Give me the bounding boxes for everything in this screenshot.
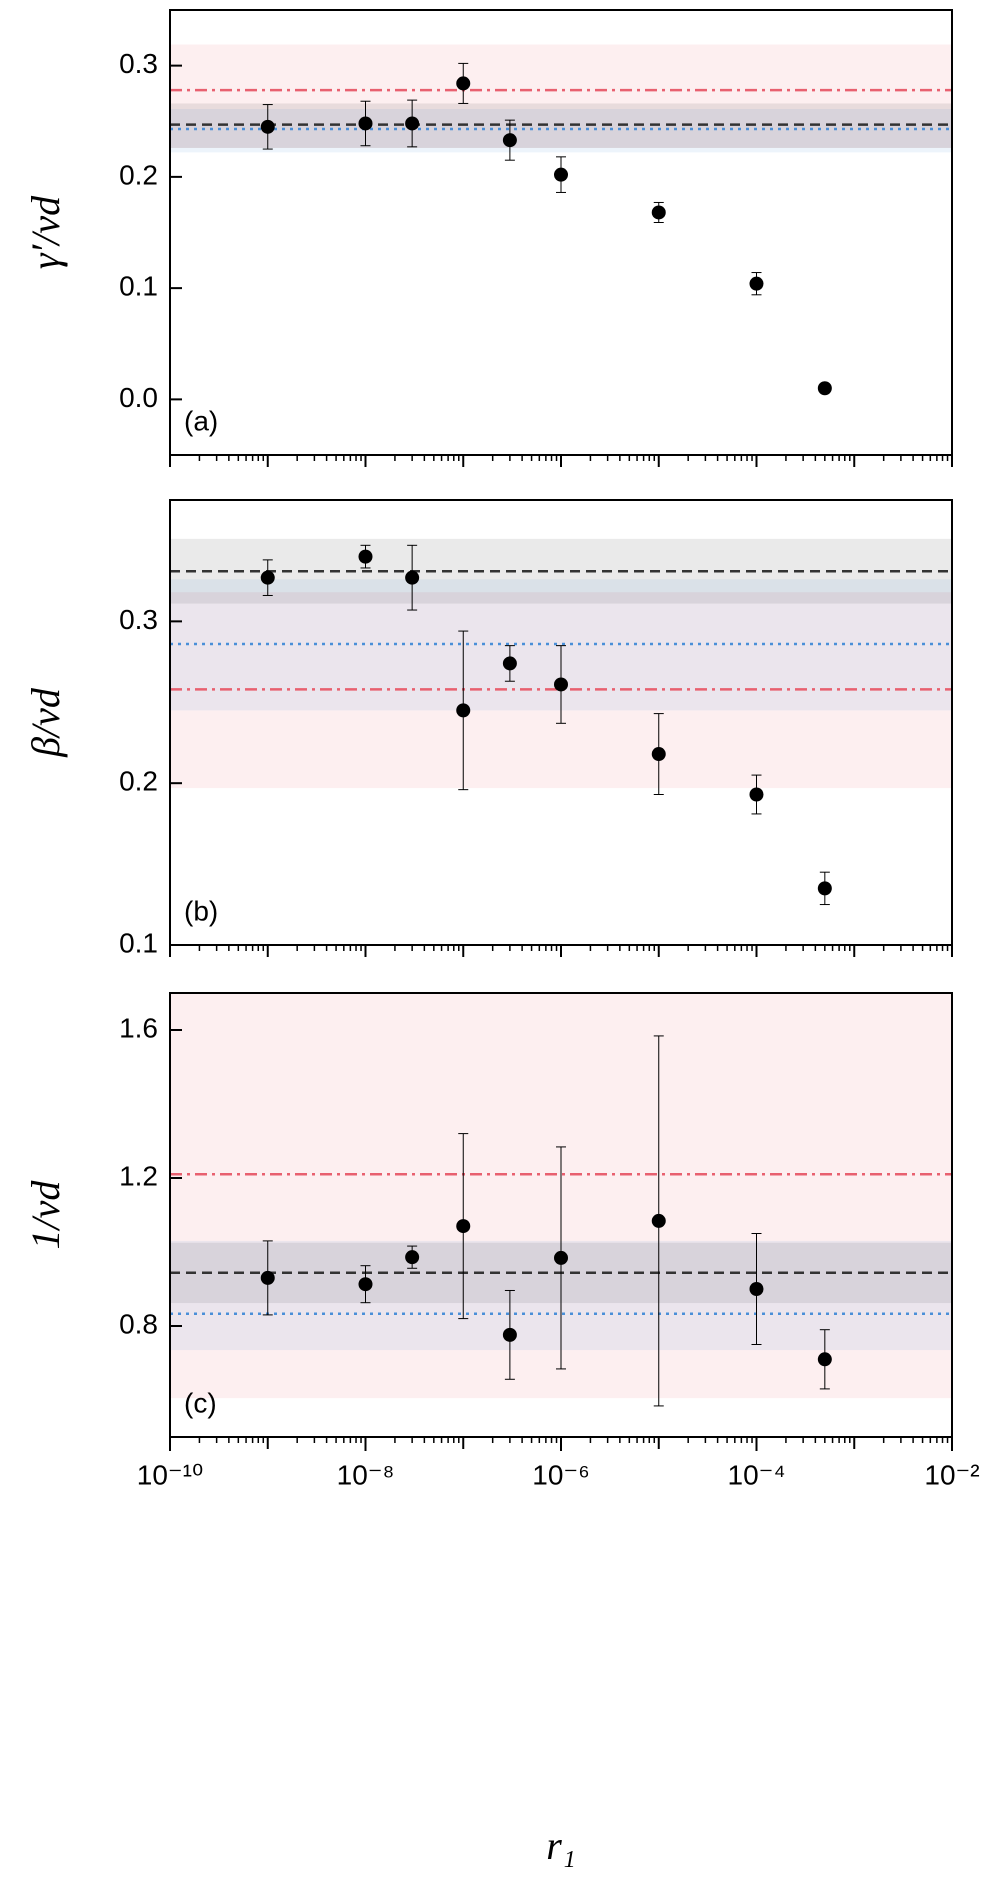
x-tick-label: 10⁻¹⁰	[137, 1459, 203, 1490]
y-axis-label: 1/νd	[23, 1180, 68, 1250]
data-point	[260, 570, 275, 585]
data-point	[749, 276, 764, 291]
y-tick-label: 0.3	[119, 604, 158, 635]
data-point	[456, 76, 471, 91]
y-tick-label: 0.1	[119, 927, 158, 958]
data-point	[651, 1213, 666, 1228]
y-tick-label: 0.1	[119, 271, 158, 302]
data-point	[749, 1282, 764, 1296]
y-tick-label: 0.2	[119, 159, 158, 190]
data-point	[554, 1250, 568, 1265]
data-point	[502, 133, 517, 148]
x-tick-label: 10⁻⁸	[337, 1459, 395, 1490]
data-point	[502, 1327, 517, 1342]
data-point	[554, 677, 568, 692]
x-tick-label: 10⁻⁶	[532, 1459, 589, 1490]
x-tick-label: 10⁻²	[924, 1459, 979, 1490]
y-tick-label: 1.2	[119, 1160, 158, 1191]
data-point	[405, 570, 420, 585]
data-point	[358, 116, 373, 131]
y-axis-label: γ′/νd	[23, 195, 68, 269]
data-point	[817, 381, 832, 396]
data-point	[456, 703, 471, 718]
data-point	[358, 1277, 373, 1292]
y-tick-label: 1.6	[119, 1012, 158, 1043]
reference-band	[170, 44, 952, 148]
y-tick-label: 0.8	[119, 1308, 158, 1339]
data-point	[749, 787, 764, 802]
data-point	[405, 116, 420, 131]
data-point	[817, 1352, 832, 1367]
reference-band	[170, 109, 952, 153]
data-point	[456, 1219, 471, 1234]
data-point	[554, 167, 568, 182]
panel-label: (a)	[184, 405, 218, 436]
data-point	[817, 881, 832, 896]
x-axis-label: r₁	[546, 1823, 575, 1868]
data-point	[260, 1270, 275, 1285]
y-tick-label: 0.3	[119, 48, 158, 79]
data-point	[358, 549, 373, 564]
x-tick-label: 10⁻⁴	[728, 1459, 786, 1490]
panel-label: (b)	[184, 895, 218, 926]
data-point	[502, 656, 517, 671]
data-point	[260, 119, 275, 134]
y-tick-label: 0.2	[119, 766, 158, 797]
data-point	[405, 1250, 420, 1265]
y-tick-label: 0.0	[119, 382, 158, 413]
panel-label: (c)	[184, 1387, 217, 1418]
data-point	[651, 205, 666, 220]
data-point	[651, 747, 666, 762]
y-axis-label: β/νd	[23, 687, 68, 758]
